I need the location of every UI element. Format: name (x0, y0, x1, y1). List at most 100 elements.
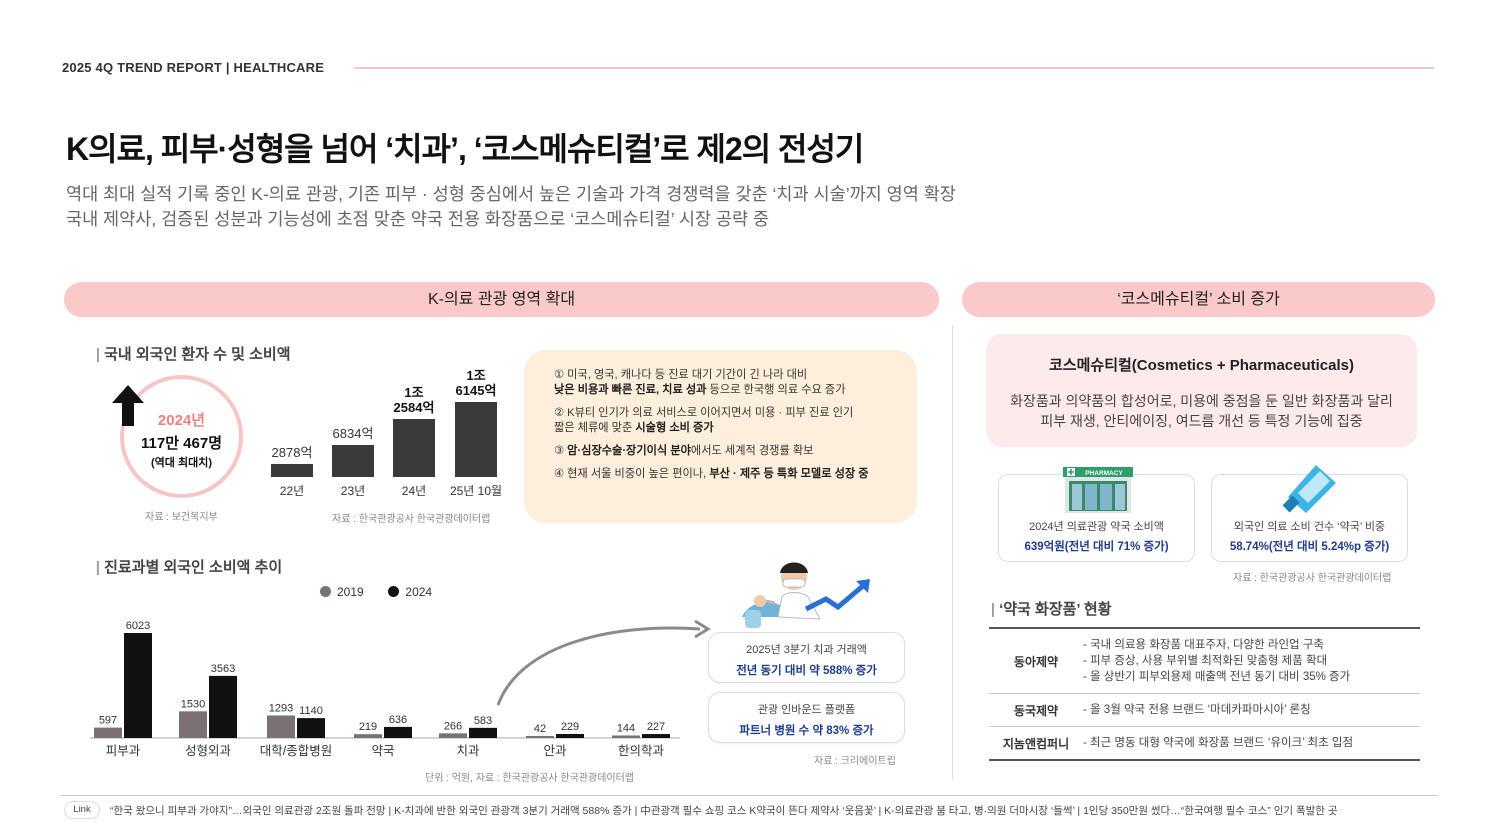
pharm-row: 지놈앤컴퍼니 - 최근 명동 대형 약국에 화장품 브랜드 ‘유이크’ 최초 입… (989, 727, 1420, 759)
spending-value-label: 1조 6145억 (455, 368, 497, 398)
note-num: ① (554, 369, 565, 381)
specialty-value-label: 144 (617, 722, 635, 734)
section-pill-cosmeceutical: ‘코스메슈티컬’ 소비 증가 (962, 282, 1435, 317)
subtitle-line-2: 국내 제약사, 검증된 성분과 기능성에 초점 맞춘 약국 전용 화장품으로 ‘… (66, 209, 770, 229)
pharm-row: 동아제약 - 국내 의료용 화장품 대표주자, 다양한 라인업 구축 - 피부 … (989, 629, 1420, 694)
definition-box: 코스메슈티컬(Cosmetics + Pharmaceuticals) 화장품과… (986, 334, 1417, 447)
spending-source: 자료 : 한국관광공사 한국관광데이터랩 (332, 514, 491, 525)
specialty-bar-chart: 597 6023 피부과 1530 3563 성형외과 1293 1140 대학/종합병원 219… (90, 620, 680, 758)
spending-bar (271, 464, 313, 477)
curve-arrow (496, 626, 701, 706)
stat-label: 2024년 의료관광 약국 소비액 (1029, 521, 1164, 533)
specialty-value-label: 1293 (269, 702, 293, 714)
legend-label-2024: 2024 (405, 585, 433, 599)
definition-text: 화장품과 의약품의 합성어로, 미용에 중점을 둔 일반 화장품과 달리 피부 … (986, 391, 1417, 431)
note-bold: 암·심장수술·장기이식 분야 (567, 445, 691, 457)
spending-x-label: 25년 10월 (449, 484, 503, 498)
note-item-3: ③ 암·심장수술·장기이식 분야에서도 세계적 경쟁률 확보 (554, 444, 903, 459)
patients-heading: 국내 외국인 환자 수 및 소비액 (96, 343, 290, 364)
specialty-x-label: 성형외과 (185, 744, 232, 758)
specialty-bar-2019 (94, 727, 122, 738)
stats-source: 자료 : 한국관광공사 한국관광데이터랩 (1233, 573, 1392, 584)
definition-line-1: 화장품과 의약품의 합성어로, 미용에 중점을 둔 일반 화장품과 달리 (1010, 393, 1393, 409)
pharm-desc: - 국내 의료용 화장품 대표주자, 다양한 라인업 구축 - 피부 증상, 사… (1083, 629, 1420, 693)
specialty-x-label: 치과 (456, 744, 480, 758)
specialty-value-label: 3563 (211, 663, 235, 675)
notes-box: ① 미국, 영국, 캐나다 등 진료 대기 기간이 긴 나라 대비 낮은 비용과… (524, 350, 917, 523)
specialty-bar-2024 (469, 727, 497, 738)
note-text: 현재 서울 비중이 높은 편이나, (567, 468, 710, 480)
specialty-heading: 진료과별 외국인 소비액 추이 (96, 556, 282, 577)
section-pill-medical-tourism: K-의료 관광 영역 확대 (64, 282, 939, 317)
callout-source: 자료 : 크리에이트립 (814, 756, 896, 767)
specialty-value-label: 219 (359, 721, 377, 733)
pharm-company: 동국제약 (1013, 703, 1059, 718)
circle-source: 자료 : 보건복지부 (145, 512, 218, 523)
specialty-bar-2024 (209, 675, 237, 738)
circle-note: (역대 최대치) (151, 457, 212, 469)
spending-value-label: 1조 2584억 (393, 385, 435, 415)
stat-label: 외국인 의료 소비 건수 ‘약국’ 비중 (1233, 521, 1386, 533)
footer-divider (60, 795, 1438, 796)
specialty-bar-2024 (297, 718, 325, 738)
up-arrow-icon (112, 385, 144, 426)
callout-label: 관광 인바운드 플랫폼 (757, 704, 856, 716)
specialty-bar-2024 (642, 734, 670, 738)
specialty-x-label: 약국 (371, 743, 394, 758)
note-text: 짧은 체류에 맞춘 (554, 422, 636, 434)
specialty-value-label: 229 (561, 721, 579, 733)
page-subtitle: 역대 최대 실적 기록 중인 K-의료 관광, 기존 피부 · 성형 중심에서 … (66, 182, 956, 232)
note-text: K뷰티 인기가 의료 서비스로 이어지면서 미용 · 피부 진료 인기 (567, 407, 854, 419)
cosmetic-tube-icon (1282, 465, 1336, 513)
stat-card-pharmacy-spend: PHARMACY 2024년 의료관광 약국 소비액 639억원(전년 대비 7… (998, 467, 1195, 562)
note-item-1: ① 미국, 영국, 캐나다 등 진료 대기 기간이 긴 나라 대비 낮은 비용과… (554, 368, 903, 398)
patients-circle: 2024년 117만 467명 (역대 최대치) (120, 375, 243, 498)
pharmacy-icon: PHARMACY (1063, 467, 1133, 513)
spending-bar (332, 445, 374, 477)
specialty-x-label: 한의학과 (618, 744, 665, 758)
related-links[interactable]: “한국 왔으니 피부과 가야지”…외국인 의료관광 2조원 돌파 전망 | K-… (110, 805, 1338, 817)
spending-x-label: 24년 (401, 484, 427, 498)
specialty-value-label: 636 (389, 714, 407, 726)
definition-title: 코스메슈티컬(Cosmetics + Pharmaceuticals) (1049, 357, 1354, 374)
note-item-2: ② K뷰티 인기가 의료 서비스로 이어지면서 미용 · 피부 진료 인기 짧은… (554, 406, 903, 436)
pharm-heading: ‘약국 화장품’ 현황 (991, 598, 1111, 619)
spending-value-label: 6834억 (332, 426, 374, 441)
note-text: 등으로 한국행 의료 수요 증가 (706, 384, 846, 396)
page-title: K의료, 피부·성형을 넘어 ‘치과’, ‘코스메슈티컬’로 제2의 전성기 (66, 131, 864, 167)
legend-label-2019: 2019 (337, 585, 364, 599)
dentist-icon (742, 562, 821, 628)
specialty-bar-2019 (354, 734, 382, 738)
spending-x-label: 22년 (279, 484, 305, 498)
header-divider (354, 67, 1434, 69)
callout-label: 2025년 3분기 치과 거래액 (746, 644, 867, 656)
spending-bar (393, 419, 435, 477)
legend-dot-2024 (388, 586, 400, 597)
circle-year: 2024년 (157, 412, 206, 429)
specialty-bar-2024 (556, 734, 584, 738)
note-bold: 시술형 소비 증가 (635, 422, 714, 434)
specialty-bar-2019 (267, 715, 295, 738)
specialty-bar-2019 (526, 736, 554, 738)
pharmacy-sign: PHARMACY (1085, 470, 1123, 477)
specialty-value-label: 227 (647, 721, 665, 733)
spending-bar (455, 402, 497, 477)
dental-illustration (496, 562, 870, 706)
specialty-bar-2024 (384, 726, 412, 738)
pharm-desc: - 올 3월 약국 전용 브랜드 ‘마데카파마시아’ 론칭 (1083, 694, 1420, 726)
pharm-desc-line: - 피부 증상, 사용 부위별 최적화된 맞춤형 제품 확대 (1083, 655, 1328, 667)
panel-divider (952, 325, 953, 780)
note-text: 에서도 세계적 경쟁률 확보 (690, 445, 814, 457)
specialty-value-label: 266 (444, 720, 462, 732)
pharm-desc-line: - 국내 의료용 화장품 대표주자, 다양한 라인업 구축 (1083, 639, 1324, 651)
link-badge[interactable]: Link (64, 801, 100, 819)
report-header: 2025 4Q TREND REPORT | HEALTHCARE (62, 60, 325, 75)
pharm-desc: - 최근 명동 대형 약국에 화장품 브랜드 ‘유이크’ 최초 입점 (1083, 727, 1420, 759)
note-num: ④ (554, 468, 565, 480)
note-bold: 낮은 비용과 빠른 진료, 치료 성과 (554, 384, 707, 396)
spending-x-label: 23년 (340, 484, 366, 498)
specialty-bar-2019 (439, 733, 467, 738)
specialty-value-label: 583 (474, 715, 492, 727)
note-num: ② (554, 407, 565, 419)
curve-arrow-head (694, 619, 711, 639)
